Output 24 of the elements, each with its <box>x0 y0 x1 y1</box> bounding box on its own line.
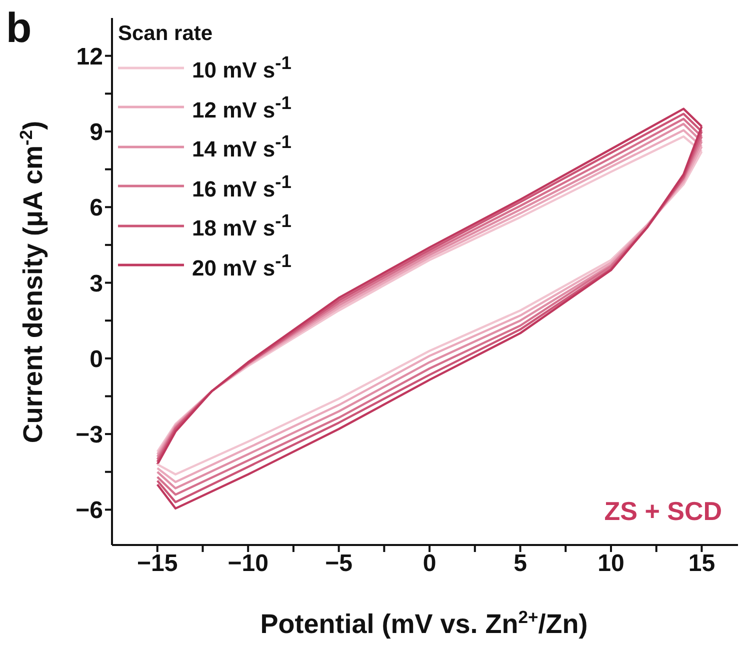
x-tick-label: 5 <box>514 550 527 578</box>
y-tick-label: 3 <box>90 270 103 298</box>
y-tick-label: 12 <box>76 43 103 70</box>
x-tick-label: −15 <box>137 550 178 578</box>
legend-label: 20 mV s$^{-1}$ <box>192 250 292 281</box>
x-tick-label: 15 <box>688 550 716 578</box>
x-tick-label: −5 <box>325 550 352 578</box>
y-tick-label: −3 <box>76 422 103 449</box>
legend-label: 16 mV s$^{-1}$ <box>192 170 292 202</box>
legend-label: 12 mV s$^{-1}$ <box>192 92 292 123</box>
legend-label: 18 mV s$^{-1}$ <box>192 210 292 242</box>
annotation: ZS + SCD <box>604 496 722 526</box>
x-tick-label: −10 <box>228 550 268 578</box>
legend-title: Scan rate <box>118 22 214 46</box>
y-tick-label: 6 <box>90 194 103 222</box>
legend-label: 14 mV s$^{-1}$ <box>192 131 292 162</box>
x-tick-label: 0 <box>422 550 436 578</box>
text: b <box>6 4 32 51</box>
x-axis-title: Potential (mV vs. Zn$^{2+}$/Zn) <box>260 607 588 639</box>
legend-label: 10 mV s$^{-1}$ <box>192 52 292 84</box>
y-tick-label: 9 <box>90 118 103 146</box>
x-tick-label: 10 <box>598 550 624 578</box>
y-tick-label: 0 <box>90 346 103 373</box>
y-tick-label: −6 <box>76 497 103 524</box>
